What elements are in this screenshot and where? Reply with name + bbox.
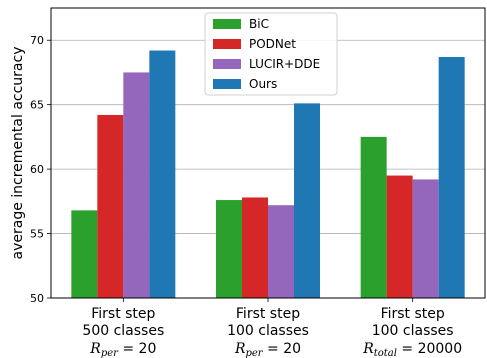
x-tick-label-line2: 100 classes xyxy=(227,323,309,339)
y-tick-label: 70 xyxy=(30,34,44,47)
bar-bic-3 xyxy=(360,136,387,298)
y-axis: 50 55 60 65 70 xyxy=(30,34,51,305)
legend-label: PODNet xyxy=(249,37,296,51)
x-tick-label-line1: First step xyxy=(381,306,445,322)
bar-lucir-dde-3 xyxy=(412,179,439,298)
legend-swatch xyxy=(213,19,241,29)
x-tick-label-line3: Rtotal = 20000 xyxy=(362,341,462,358)
x-tick-label-line3: Rper = 20 xyxy=(234,341,301,358)
legend-label: Ours xyxy=(249,77,277,91)
bar-ours-3 xyxy=(438,56,465,298)
y-tick-label: 55 xyxy=(30,228,44,241)
legend-swatch xyxy=(213,59,241,69)
bar-bic-2 xyxy=(216,200,242,298)
y-tick-label: 50 xyxy=(30,292,44,305)
bar-bic-1 xyxy=(71,210,98,298)
legend: BiC PODNet LUCIR+DDE Ours xyxy=(204,12,338,96)
x-tick-label-line1: First step xyxy=(91,306,155,322)
legend-label: LUCIR+DDE xyxy=(249,57,320,71)
y-tick-label: 65 xyxy=(30,99,44,112)
y-tick-label: 60 xyxy=(30,163,44,176)
bar-podnet-2 xyxy=(242,197,268,298)
y-axis-label: average incremental accuracy xyxy=(10,47,26,260)
bar-ours-2 xyxy=(294,103,320,298)
bars xyxy=(71,50,465,299)
legend-swatch xyxy=(213,79,241,89)
x-tick-label-line2: 100 classes xyxy=(372,323,454,339)
x-tick-label-line3: Rper = 20 xyxy=(89,341,156,358)
bar-podnet-3 xyxy=(386,175,413,298)
bar-lucir-dde-2 xyxy=(268,205,294,298)
legend-label: BiC xyxy=(249,17,269,31)
x-tick-label-line1: First step xyxy=(236,306,300,322)
x-tick-label-line2: 500 classes xyxy=(82,323,164,339)
bar-ours-1 xyxy=(149,50,176,299)
bar-lucir-dde-1 xyxy=(123,72,150,298)
bar-podnet-1 xyxy=(97,114,124,298)
legend-box xyxy=(204,12,338,96)
legend-swatch xyxy=(213,39,241,49)
